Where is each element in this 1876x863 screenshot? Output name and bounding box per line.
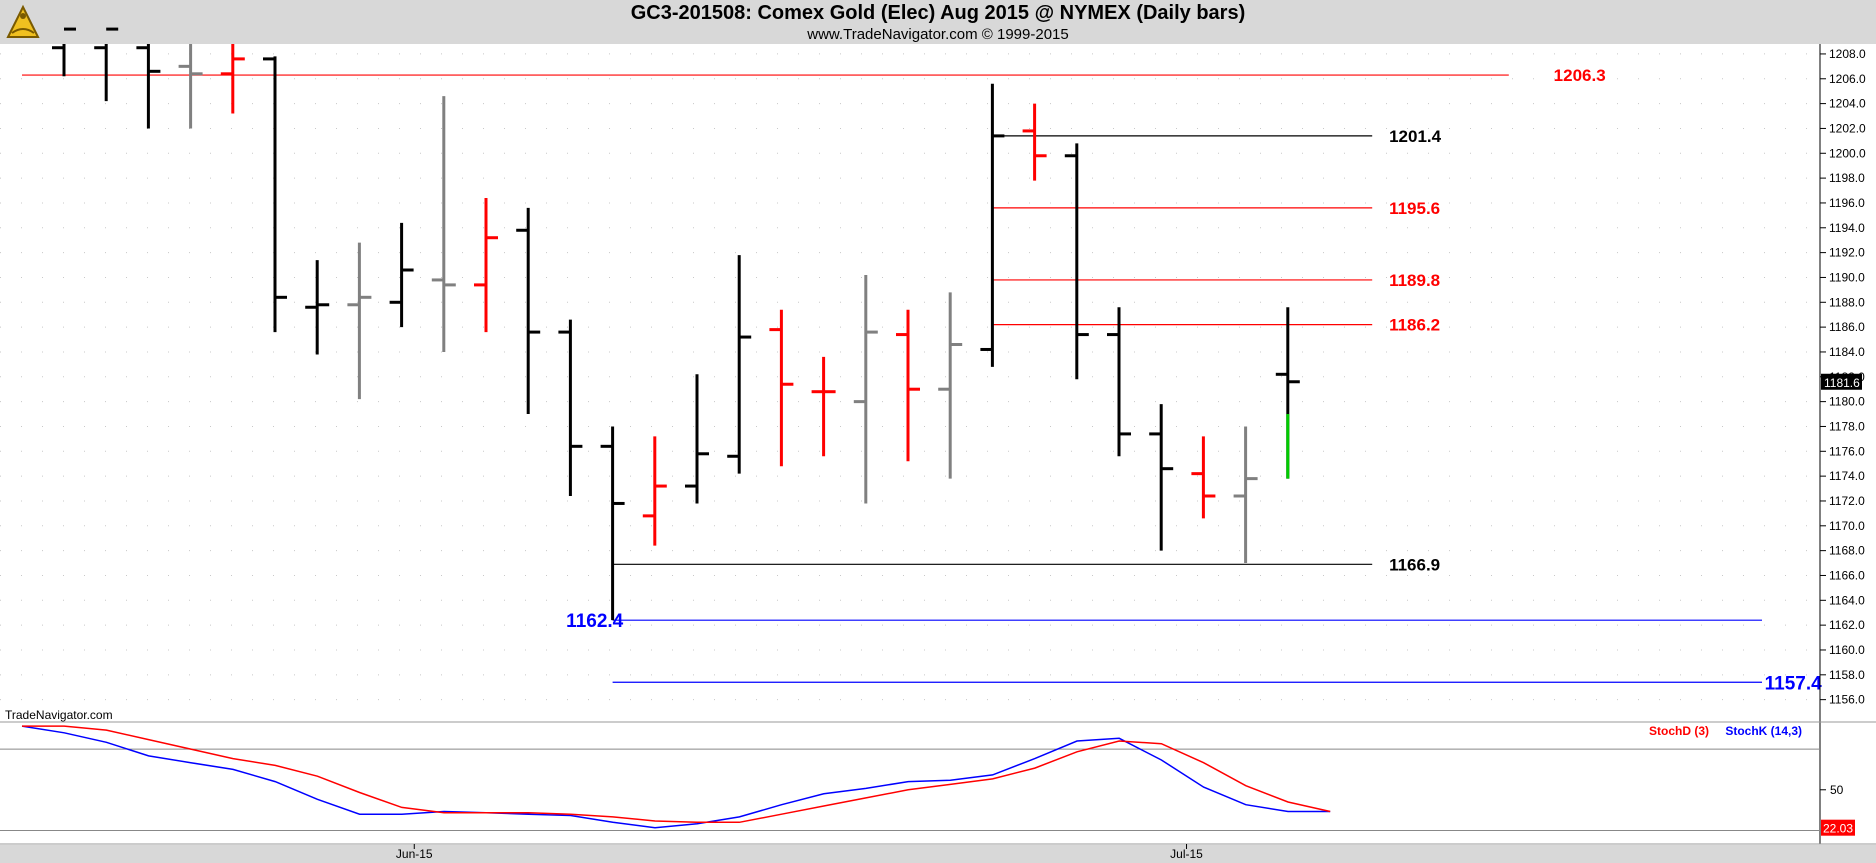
chart-frame — [0, 44, 1876, 863]
y-tick-label: 1198.0 — [1829, 171, 1865, 185]
level-label: 1206.3 — [1554, 66, 1606, 85]
chart-title: GC3-201508: Comex Gold (Elec) Aug 2015 @… — [630, 2, 1246, 24]
y-tick-label: 1190.0 — [1829, 270, 1865, 284]
y-tick-label: 1188.0 — [1829, 295, 1865, 309]
y-tick-label: 1202.0 — [1829, 121, 1866, 135]
stoch-line — [21, 725, 1331, 829]
watermark: TradeNavigator.com — [5, 708, 113, 722]
stoch-line — [22, 725, 1331, 824]
grid-dots — [0, 53, 1820, 701]
date-axis: Jun-15 Jul-15 — [396, 844, 1203, 861]
level-label: 1157.4 — [1765, 673, 1822, 694]
last-price-label: 1181.6 — [1824, 376, 1860, 390]
level-label: 1186.2 — [1389, 316, 1440, 335]
y-tick-label: 1160.0 — [1829, 643, 1865, 657]
level-label: 1195.6 — [1389, 199, 1440, 218]
y-tick-label: 1166.0 — [1829, 568, 1865, 582]
y-tick-label: 1208.0 — [1829, 47, 1866, 61]
price-levels: 1206.3 1201.4 1195.6 1189.8 1186.2 1166.9 1162… — [22, 66, 1822, 694]
last-price-box — [1821, 373, 1862, 390]
y-tick-label: 1186.0 — [1829, 320, 1865, 334]
y-tick-label: 1180.0 — [1829, 395, 1865, 409]
y-tick-label: 1158.0 — [1829, 668, 1865, 682]
y-tick-label: 1168.0 — [1829, 544, 1865, 558]
stoch-y-tick-label: 50 — [1830, 783, 1844, 797]
level-label: 1189.8 — [1389, 271, 1440, 290]
y-tick-label: 1204.0 — [1829, 97, 1866, 111]
y-tick-label: 1172.0 — [1829, 494, 1865, 508]
y-tick-label: 1196.0 — [1829, 196, 1865, 210]
stoch-last-box — [1821, 819, 1855, 836]
y-tick-label: 1156.0 — [1829, 693, 1865, 707]
y-tick-label: 1176.0 — [1829, 444, 1865, 458]
stoch-legend-d: StochD (3) — [1649, 724, 1709, 738]
stoch-last-label: 22.03 — [1823, 822, 1853, 836]
price-bars — [52, 27, 1300, 621]
y-tick-label: 1164.0 — [1829, 593, 1865, 607]
y-tick-label: 1162.0 — [1829, 618, 1865, 632]
level-label: 1201.4 — [1389, 127, 1442, 146]
stochastic-panel: 50 StochD (3) StochK (14,3) 22.03 — [0, 724, 1855, 836]
price-axis: 1208.0 1206.0 1204.0 1202.0 1200.0 1198.0 1196… — [1820, 47, 1866, 707]
chart-subtitle: www.TradeNavigator.com © 1999-2015 — [807, 26, 1069, 43]
y-tick-label: 1174.0 — [1829, 469, 1865, 483]
sextant-logo-icon — [4, 3, 42, 41]
y-tick-label: 1194.0 — [1829, 221, 1865, 235]
stoch-legend-k: StochK (14,3) — [1725, 724, 1802, 738]
x-tick-label: Jul-15 — [1170, 847, 1203, 861]
level-label: 1166.9 — [1389, 555, 1440, 574]
title-bar — [0, 0, 1876, 44]
y-tick-label: 1184.0 — [1829, 345, 1865, 359]
level-label: 1162.4 — [566, 611, 623, 632]
x-tick-label: Jun-15 — [396, 847, 433, 861]
y-tick-label: 1200.0 — [1829, 146, 1866, 160]
y-tick-label: 1206.0 — [1829, 72, 1866, 86]
y-tick-label: 1192.0 — [1829, 246, 1865, 260]
y-tick-label: 1170.0 — [1829, 519, 1865, 533]
y-tick-label: 1178.0 — [1829, 419, 1865, 433]
